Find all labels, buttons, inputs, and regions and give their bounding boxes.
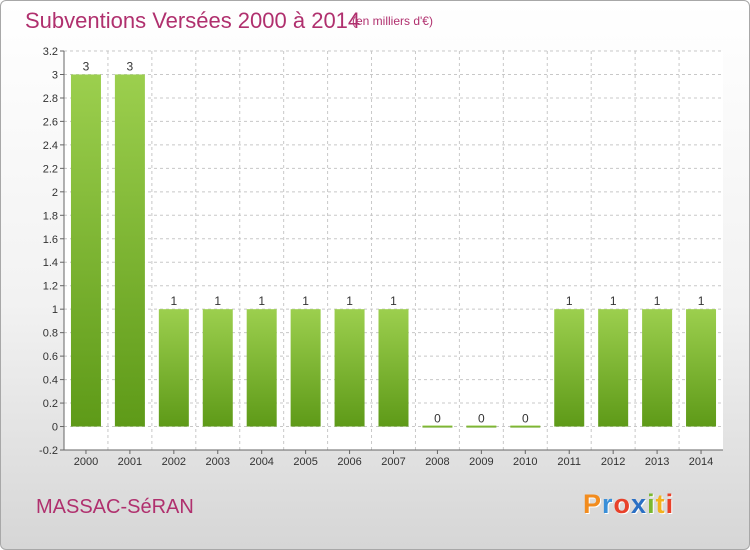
y-tick-label: 0.6 <box>43 351 58 363</box>
data-label: 1 <box>214 294 221 308</box>
logo-letter: t <box>655 489 666 519</box>
data-label: 3 <box>127 59 134 73</box>
data-label: 1 <box>698 294 705 308</box>
y-tick-label: 3 <box>52 69 58 81</box>
x-tick-label: 2009 <box>469 456 493 468</box>
x-tick-label: 2008 <box>425 456 449 468</box>
y-tick-label: 1.6 <box>43 234 58 246</box>
y-tick-label: 3.2 <box>43 46 58 58</box>
bar[interactable] <box>114 74 145 427</box>
chart-subtitle: (en milliers d'€) <box>352 14 433 28</box>
data-label: 1 <box>390 294 397 308</box>
x-tick-label: 2005 <box>293 456 317 468</box>
bar[interactable] <box>158 309 189 427</box>
y-tick-label: 0 <box>52 422 58 434</box>
data-label: 0 <box>478 412 485 426</box>
y-tick-label: 0.4 <box>43 375 58 387</box>
data-labels: 3 3 1 1 1 1 1 1 0 0 0 1 1 1 1 <box>83 59 705 425</box>
data-label: 1 <box>346 294 353 308</box>
y-tick-label: 2.2 <box>43 163 58 175</box>
logo-letter: P <box>583 489 603 519</box>
bar[interactable] <box>202 309 233 427</box>
commune-name: MASSAC-SéRAN <box>36 496 194 518</box>
y-tick-label: -0.2 <box>39 445 58 457</box>
x-tick-label: 2006 <box>337 456 361 468</box>
data-label: 1 <box>566 294 573 308</box>
x-tick-label: 2001 <box>118 456 142 468</box>
bar[interactable] <box>290 309 321 427</box>
y-tick-label: 0.2 <box>43 398 58 410</box>
y-tick-label: 2.8 <box>43 93 58 105</box>
x-tick-label: 2002 <box>162 456 186 468</box>
x-tick-label: 2014 <box>689 456 713 468</box>
y-tick-label: 1.4 <box>43 257 58 269</box>
y-tick-label: 2.4 <box>43 140 58 152</box>
y-tick-label: 1 <box>52 304 58 316</box>
bar[interactable] <box>378 309 409 427</box>
data-label: 0 <box>522 412 529 426</box>
bars <box>70 74 717 428</box>
bar[interactable] <box>686 309 717 427</box>
bar[interactable] <box>334 309 365 427</box>
x-tick-label: 2004 <box>249 456 273 468</box>
bar[interactable] <box>466 425 497 428</box>
data-label: 1 <box>610 294 617 308</box>
data-label: 1 <box>170 294 177 308</box>
bar[interactable] <box>422 425 453 428</box>
proxiti-logo[interactable]: Proxiti <box>583 489 674 520</box>
data-label: 3 <box>83 59 90 73</box>
bar[interactable] <box>554 309 585 427</box>
data-label: 1 <box>302 294 309 308</box>
bar[interactable] <box>510 425 541 428</box>
y-tick-label: 2.6 <box>43 116 58 128</box>
data-label: 0 <box>434 412 441 426</box>
x-tick-label: 2012 <box>601 456 625 468</box>
bar[interactable] <box>642 309 673 427</box>
bar[interactable] <box>598 309 629 427</box>
bar[interactable] <box>246 309 277 427</box>
bar[interactable] <box>70 74 101 427</box>
logo-letter: o <box>613 489 632 519</box>
logo-letter: x <box>631 489 648 519</box>
logo-letter: r <box>602 489 614 519</box>
x-tick-label: 2010 <box>513 456 537 468</box>
y-tick-label: 0.8 <box>43 328 58 340</box>
x-tick-label: 2003 <box>206 456 230 468</box>
chart-title: Subventions Versées 2000 à 2014 <box>25 8 361 33</box>
data-label: 1 <box>654 294 661 308</box>
x-tick-label: 2000 <box>74 456 98 468</box>
logo-letter: i <box>665 489 675 519</box>
y-tick-label: 2 <box>52 187 58 199</box>
logo-letter: i <box>647 489 656 519</box>
axes: -0.2 0 0.2 0.4 0.6 0.8 1 1.2 1.4 1.6 1.8 2 2.2 2.4 2.6… <box>39 46 723 468</box>
x-tick-label: 2007 <box>381 456 405 468</box>
x-tick-label: 2011 <box>557 456 581 468</box>
y-tick-label: 1.2 <box>43 281 58 293</box>
data-label: 1 <box>258 294 265 308</box>
y-tick-label: 1.8 <box>43 210 58 222</box>
x-tick-label: 2013 <box>645 456 669 468</box>
